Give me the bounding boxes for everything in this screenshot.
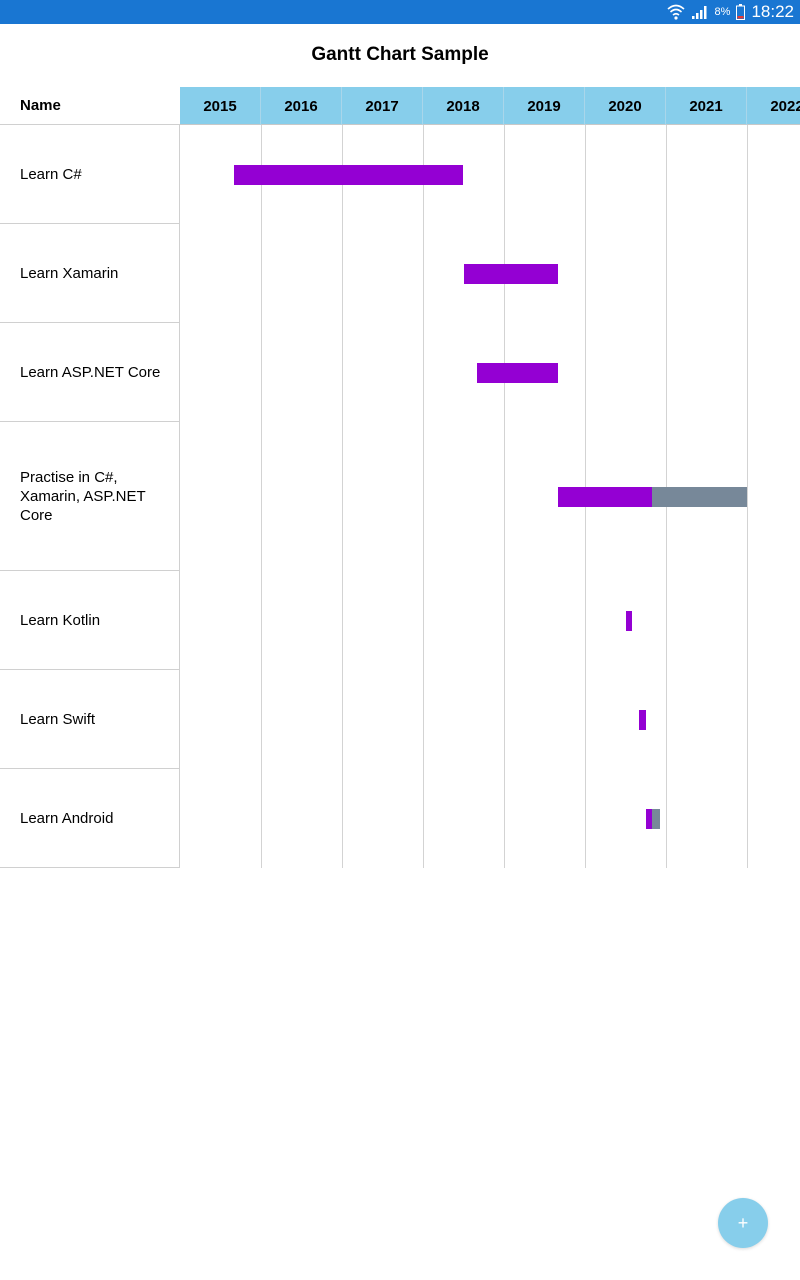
task-name: Learn ASP.NET Core — [0, 323, 180, 422]
year-label: 2021 — [666, 87, 747, 125]
task-bar-progress[interactable] — [463, 264, 559, 284]
task-bar-progress[interactable] — [477, 363, 559, 383]
task-name: Learn C# — [0, 125, 180, 224]
year-label: 2019 — [504, 87, 585, 125]
grid-line — [342, 125, 343, 868]
year-label: 2020 — [585, 87, 666, 125]
grid-line — [504, 125, 505, 868]
plus-icon: + — [737, 1212, 749, 1233]
task-bar-progress[interactable] — [645, 809, 653, 829]
status-icons: 8% 18:22 — [667, 0, 794, 24]
task-bar-progress[interactable] — [639, 710, 646, 730]
task-name: Learn Kotlin — [0, 571, 180, 670]
task-bar-remaining[interactable] — [652, 809, 660, 829]
task-bar-progress[interactable] — [234, 165, 464, 185]
task-bar-progress[interactable] — [625, 611, 632, 631]
grid-line — [747, 125, 748, 868]
grid-line — [423, 125, 424, 868]
task-name: Learn Android — [0, 769, 180, 868]
grid-line — [261, 125, 262, 868]
signal-icon — [691, 6, 707, 19]
year-label: 2017 — [342, 87, 423, 125]
battery-percentage: 8% — [714, 6, 731, 18]
year-label: 2015 — [180, 87, 261, 125]
timeline: 2015 2016 2017 2018 2019 2020 2021 2022 — [180, 87, 800, 869]
battery-icon — [736, 4, 746, 20]
wifi-icon — [667, 4, 685, 20]
task-name: Learn Xamarin — [0, 224, 180, 323]
add-button[interactable]: + — [718, 1198, 768, 1248]
task-bar-progress[interactable] — [558, 487, 653, 507]
year-header — [180, 87, 800, 125]
status-bar: 8% 18:22 — [0, 0, 800, 24]
task-name: Practise in C#, Xamarin, ASP.NET Core — [0, 422, 180, 571]
year-label: 2016 — [261, 87, 342, 125]
year-label: 2022 — [747, 87, 800, 125]
name-column-header: Name — [0, 87, 180, 125]
year-label: 2018 — [423, 87, 504, 125]
task-name: Learn Swift — [0, 670, 180, 769]
gantt-chart: Name Learn C# Learn Xamarin Learn ASP.NET … — [0, 87, 800, 869]
status-time: 18:22 — [751, 2, 794, 21]
chart-title: Gantt Chart Sample — [311, 44, 489, 65]
task-bar-remaining[interactable] — [652, 487, 747, 507]
